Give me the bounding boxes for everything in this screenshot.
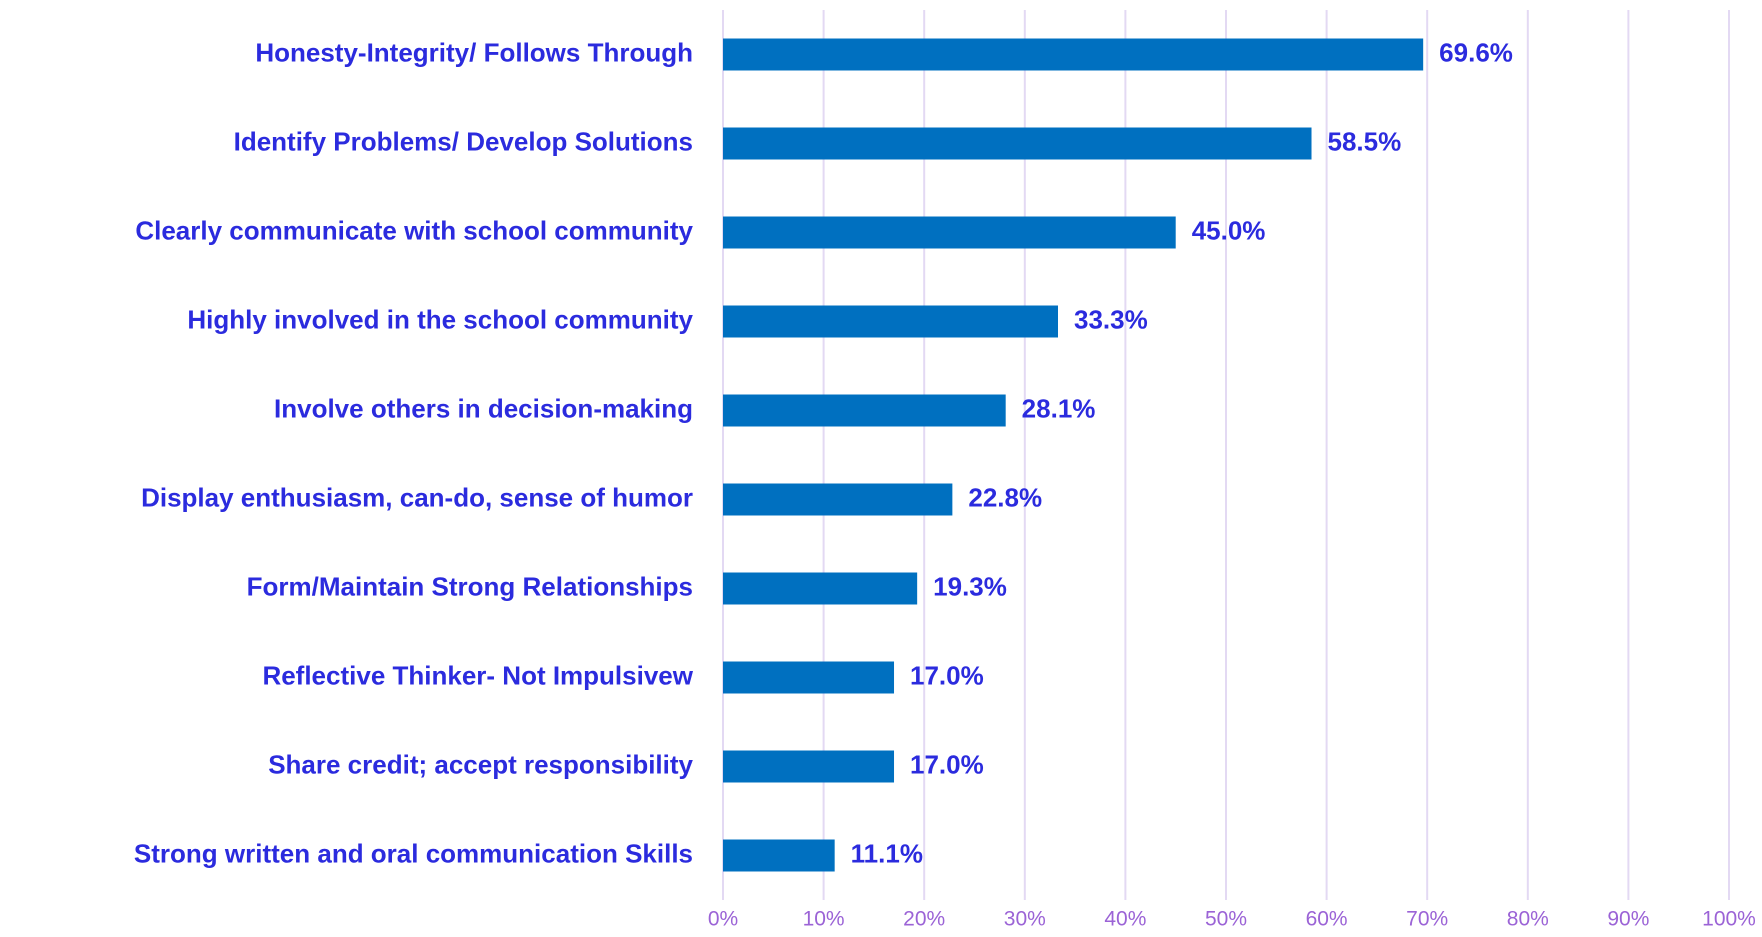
x-tick-label: 100%: [1702, 908, 1756, 931]
bar: [723, 661, 895, 694]
bar: [723, 305, 1058, 338]
category-label: Honesty-Integrity/ Follows Through: [255, 37, 693, 67]
category-label: Display enthusiasm, can-do, sense of hum…: [141, 482, 693, 512]
value-label: 69.6%: [1439, 37, 1513, 67]
value-label: 58.5%: [1328, 126, 1402, 156]
x-tick-label: 70%: [1406, 908, 1448, 931]
category-label: Reflective Thinker- Not Impulsivew: [262, 660, 693, 690]
x-tick-label: 40%: [1104, 908, 1146, 931]
bar: [723, 839, 835, 872]
bar: [723, 38, 1424, 71]
value-label: 11.1%: [851, 838, 923, 868]
bar: [723, 127, 1312, 160]
category-label: Highly involved in the school community: [187, 304, 693, 334]
bar: [723, 216, 1176, 249]
value-label: 19.3%: [933, 571, 1007, 601]
x-tick-label: 30%: [1004, 908, 1046, 931]
value-label: 17.0%: [910, 749, 984, 779]
value-label: 33.3%: [1074, 304, 1148, 334]
x-tick-label: 20%: [903, 908, 945, 931]
x-tick-label: 80%: [1507, 908, 1549, 931]
bar: [723, 572, 918, 605]
x-tick-label: 10%: [803, 908, 845, 931]
category-label: Clearly communicate with school communit…: [135, 215, 693, 245]
category-label: Strong written and oral communication Sk…: [134, 838, 693, 868]
value-label: 45.0%: [1192, 215, 1266, 245]
x-tick-label: 60%: [1306, 908, 1348, 931]
x-tick-label: 50%: [1205, 908, 1247, 931]
value-label: 22.8%: [968, 482, 1042, 512]
x-tick-label: 90%: [1607, 908, 1649, 931]
category-label: Share credit; accept responsibility: [268, 749, 693, 779]
category-label: Form/Maintain Strong Relationships: [247, 571, 693, 601]
value-label: 28.1%: [1022, 393, 1096, 423]
bar: [723, 394, 1006, 427]
value-label: 17.0%: [910, 660, 984, 690]
bar: [723, 750, 895, 783]
x-tick-label: 0%: [708, 908, 738, 931]
category-label: Involve others in decision-making: [274, 393, 693, 423]
bar: [723, 483, 953, 516]
category-label: Identify Problems/ Develop Solutions: [234, 126, 693, 156]
